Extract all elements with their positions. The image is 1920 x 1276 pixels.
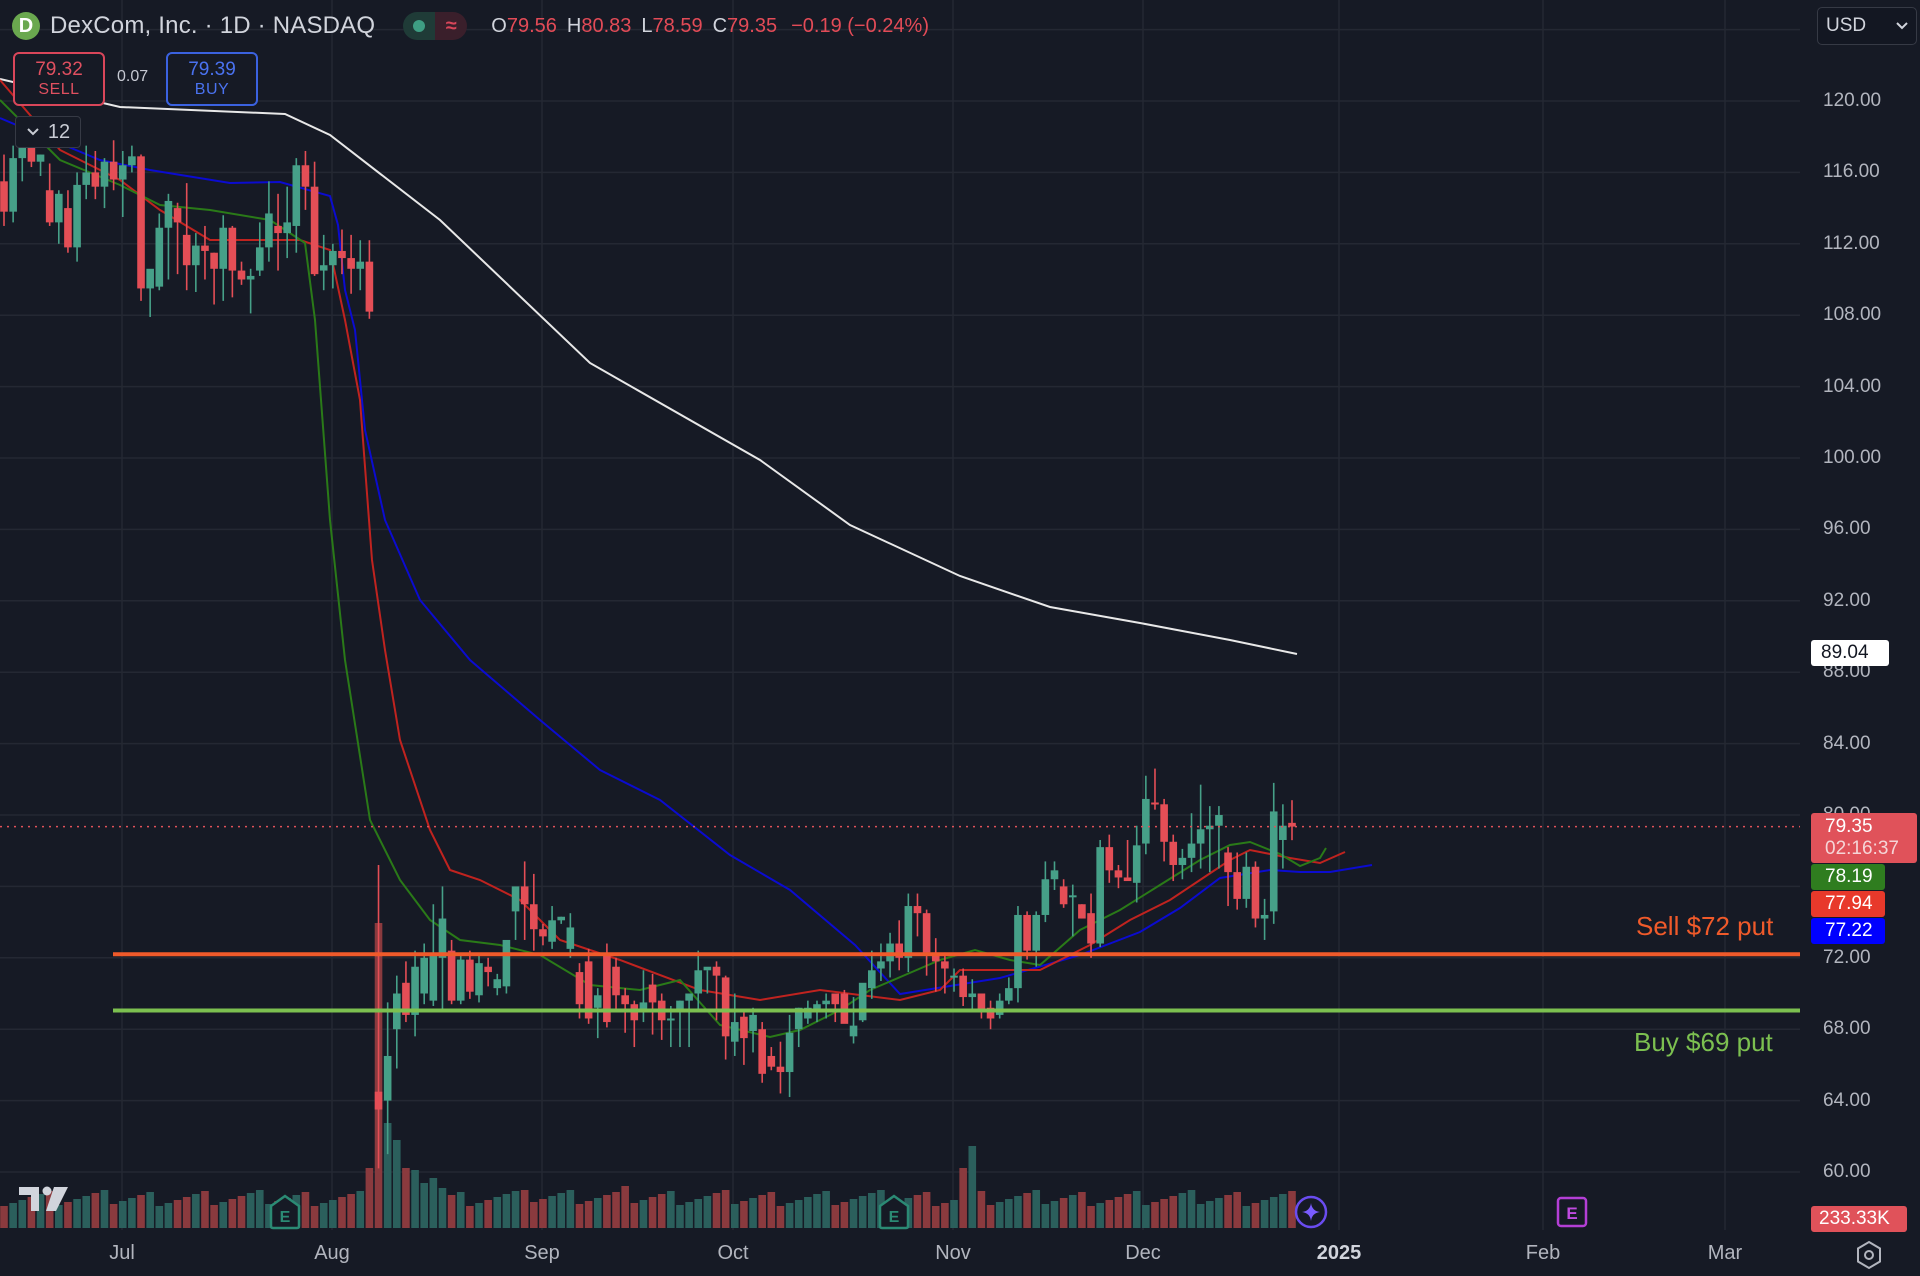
price-tick-label: 60.00 <box>1823 1161 1871 1182</box>
earnings-marker-icon[interactable]: E <box>268 1194 302 1230</box>
open-value: 79.56 <box>506 14 557 37</box>
symbol-title[interactable]: DexCom, Inc. · 1D · NASDAQ <box>50 12 376 39</box>
time-axis-label: Oct <box>717 1242 749 1264</box>
svg-text:E: E <box>280 1209 291 1226</box>
time-axis-label: Mar <box>1707 1242 1743 1264</box>
high-label: H <box>566 14 582 37</box>
price-tick-label: 100.00 <box>1823 447 1882 468</box>
ideas-sparkle-icon[interactable] <box>1294 1195 1328 1229</box>
indicator-count: 12 <box>47 120 71 143</box>
ma-green-price-tag: 78.19 <box>1811 864 1885 890</box>
last-price-value: 79.35 <box>1825 816 1873 837</box>
price-tick-label: 64.00 <box>1823 1089 1871 1111</box>
sell-price: 79.32 <box>35 59 83 80</box>
svg-text:E: E <box>889 1209 900 1226</box>
price-tick-label: 120.00 <box>1823 90 1882 111</box>
price-tick-label: 92.00 <box>1823 589 1871 611</box>
bar-countdown: 02:16:37 <box>1825 838 1899 859</box>
price-tick-label: 108.00 <box>1823 304 1882 326</box>
volume-tag: 233.33K <box>1811 1206 1907 1232</box>
sell-button[interactable]: 79.32 SELL <box>13 52 105 106</box>
time-axis-label: Dec <box>1125 1242 1161 1264</box>
upcoming-earnings-icon[interactable]: E <box>1556 1196 1588 1228</box>
price-tick-label: 104.00 <box>1823 375 1882 397</box>
time-axis-label: Aug <box>314 1242 350 1264</box>
buy-price: 79.39 <box>188 59 236 80</box>
tradingview-logo[interactable] <box>18 1185 70 1215</box>
buy-label: BUY <box>194 81 230 98</box>
ma-blue-price-tag: 77.22 <box>1811 918 1885 944</box>
buy-put-label[interactable]: Buy $69 put <box>1634 1027 1773 1057</box>
ohlc-values: O79.56 H80.83 L78.59 C79.35 −0.19 (−0.24… <box>491 15 929 38</box>
close-value: 79.35 <box>727 14 778 37</box>
close-label: C <box>712 14 728 37</box>
market-open-dot-icon <box>403 12 436 40</box>
market-status[interactable]: ≈ <box>403 12 468 40</box>
symbol-header: D DexCom, Inc. · 1D · NASDAQ ≈ O79.56 H8… <box>12 10 929 42</box>
price-tick-label: 88.00 <box>1823 661 1871 683</box>
time-axis-label: Jul <box>109 1242 135 1264</box>
price-tick-label: 72.00 <box>1823 946 1871 968</box>
high-value: 80.83 <box>581 14 632 37</box>
price-tick-label: 84.00 <box>1823 732 1871 754</box>
chevron-down-icon <box>27 128 39 136</box>
spread-value: 0.07 <box>117 68 149 85</box>
buy-button[interactable]: 79.39 BUY <box>166 52 258 106</box>
settings-gear-icon[interactable] <box>1854 1240 1884 1270</box>
price-tick-label: 68.00 <box>1823 1018 1871 1040</box>
open-label: O <box>491 14 507 37</box>
price-tick-label: 96.00 <box>1823 518 1871 540</box>
price-tick-label: 116.00 <box>1823 161 1880 183</box>
last-price-tag: 79.35 02:16:37 <box>1811 813 1917 863</box>
currency-value: USD <box>1826 15 1867 36</box>
low-value: 78.59 <box>652 14 703 37</box>
price-tick-label: 112.00 <box>1823 232 1880 254</box>
low-label: L <box>641 14 653 37</box>
chevron-down-icon <box>1896 22 1908 30</box>
indicators-collapse-toggle[interactable]: 12 <box>15 116 81 148</box>
time-axis-label: Nov <box>935 1242 971 1264</box>
price-change: −0.19 (−0.24%) <box>791 14 929 37</box>
earnings-marker-icon[interactable]: E <box>877 1194 911 1230</box>
delayed-data-icon: ≈ <box>435 12 468 40</box>
ma200-price-tag: 89.04 <box>1811 640 1889 666</box>
company-logo: D <box>12 12 40 40</box>
currency-select[interactable]: USD <box>1817 7 1917 45</box>
sell-label: SELL <box>38 81 80 98</box>
sell-put-label[interactable]: Sell $72 put <box>1636 911 1774 941</box>
time-axis-label: Sep <box>524 1242 560 1264</box>
time-axis-label: 2025 <box>1316 1242 1362 1264</box>
ma-red-price-tag: 77.94 <box>1811 891 1885 917</box>
svg-text:E: E <box>1566 1204 1577 1223</box>
time-axis-label: Feb <box>1525 1242 1561 1264</box>
